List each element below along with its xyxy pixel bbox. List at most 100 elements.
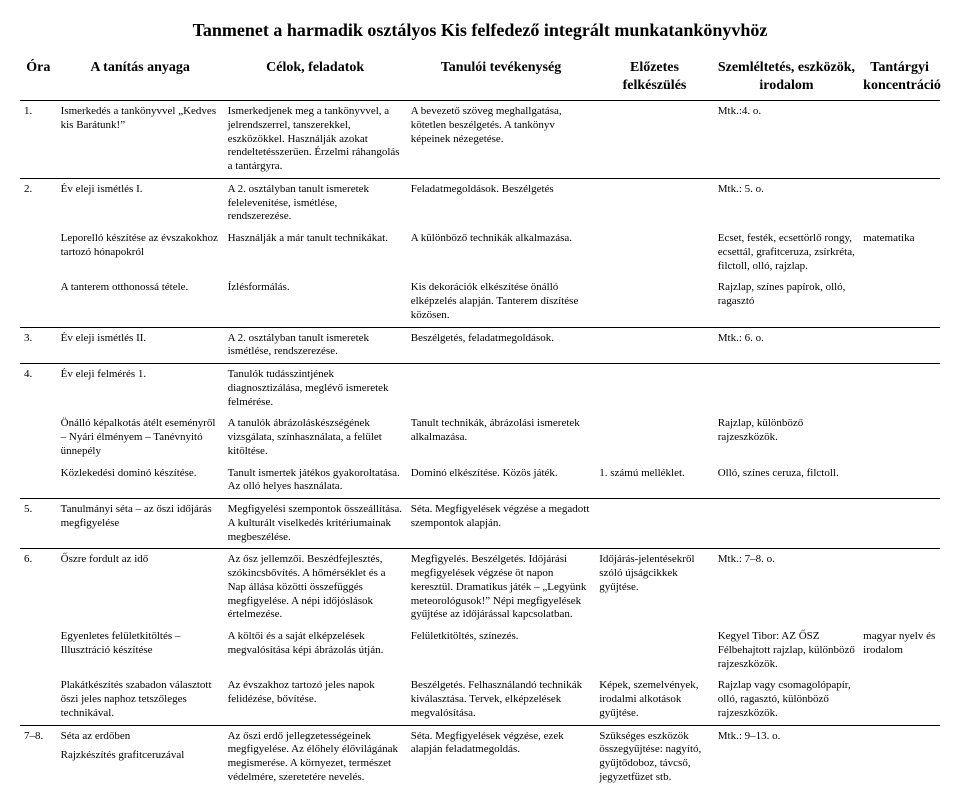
cell-ora xyxy=(20,413,57,462)
cell-cel: Használják a már tanult technikákat. xyxy=(224,228,407,277)
curriculum-table: Óra A tanítás anyaga Célok, feladatok Ta… xyxy=(20,57,940,789)
cell-konc xyxy=(859,364,940,414)
cell-szem: Rajzlap vagy csomagolópapír, olló, ragas… xyxy=(714,675,859,725)
cell-anyag-line2: Rajzkészítés grafitceruzával xyxy=(61,749,220,763)
cell-ora xyxy=(20,675,57,725)
cell-anyag-line1: Séta az erdőben xyxy=(61,730,220,744)
cell-konc xyxy=(859,463,940,499)
cell-konc xyxy=(859,499,940,549)
table-header-row: Óra A tanítás anyaga Célok, feladatok Ta… xyxy=(20,57,940,101)
cell-cel: Tanulók tudásszintjének diagnosztizálása… xyxy=(224,364,407,414)
cell-ora: 6. xyxy=(20,549,57,626)
cell-anyag: Önálló képalkotás átélt eseményről – Nyá… xyxy=(57,413,224,462)
cell-elo xyxy=(595,101,714,179)
cell-szem: Mtk.: 7–8. o. xyxy=(714,549,859,626)
cell-ora: 4. xyxy=(20,364,57,414)
cell-elo xyxy=(595,499,714,549)
table-row: 2. Év eleji ismétlés I. A 2. osztályban … xyxy=(20,178,940,228)
cell-anyag: Egyenletes felületkitöltés – Illusztráci… xyxy=(57,626,224,675)
cell-anyag: Leporelló készítése az évszakokhoz tarto… xyxy=(57,228,224,277)
cell-tev xyxy=(407,364,596,414)
cell-anyag: Közlekedési dominó készítése. xyxy=(57,463,224,499)
cell-szem xyxy=(714,364,859,414)
cell-konc xyxy=(859,101,940,179)
cell-cel: Ízlésformálás. xyxy=(224,277,407,327)
cell-tev: Beszélgetés, feladatmegoldások. xyxy=(407,327,596,364)
cell-anyag: Plakátkészítés szabadon választott őszi … xyxy=(57,675,224,725)
cell-cel: A 2. osztályban tanult ismeretek ismétlé… xyxy=(224,327,407,364)
cell-tev: Felületkitöltés, színezés. xyxy=(407,626,596,675)
cell-anyag: A tanterem otthonossá tétele. xyxy=(57,277,224,327)
cell-szem: Mtk.: 6. o. xyxy=(714,327,859,364)
cell-tev: Kis dekorációk elkészítése önálló elképz… xyxy=(407,277,596,327)
cell-elo: Képek, szemelvények, irodalmi alkotások … xyxy=(595,675,714,725)
table-row: Közlekedési dominó készítése. Tanult ism… xyxy=(20,463,940,499)
cell-elo xyxy=(595,178,714,228)
cell-ora xyxy=(20,626,57,675)
cell-szem: Mtk.:4. o. xyxy=(714,101,859,179)
cell-cel: A 2. osztályban tanult ismeretek felelev… xyxy=(224,178,407,228)
cell-elo: 1. számú melléklet. xyxy=(595,463,714,499)
cell-konc: magyar nyelv és irodalom xyxy=(859,626,940,675)
cell-konc xyxy=(859,413,940,462)
cell-cel: Megfigyelési szempontok összeállítása. A… xyxy=(224,499,407,549)
cell-szem: Olló, színes ceruza, filctoll. xyxy=(714,463,859,499)
table-row: 3. Év eleji ismétlés II. A 2. osztályban… xyxy=(20,327,940,364)
cell-cel: Az őszi erdő jellegzetességeinek megfigy… xyxy=(224,725,407,789)
cell-szem xyxy=(714,499,859,549)
cell-konc xyxy=(859,178,940,228)
cell-tev: Dominó elkészítése. Közös játék. xyxy=(407,463,596,499)
cell-konc xyxy=(859,725,940,789)
cell-konc xyxy=(859,327,940,364)
cell-ora xyxy=(20,277,57,327)
cell-tev: A bevezető szöveg meghallgatása, kötetle… xyxy=(407,101,596,179)
th-tev: Tanulói tevékenység xyxy=(407,57,596,101)
cell-konc xyxy=(859,277,940,327)
th-szem: Szemléltetés, eszközök, irodalom xyxy=(714,57,859,101)
cell-anyag: Séta az erdőben Rajzkészítés grafitceruz… xyxy=(57,725,224,789)
cell-anyag: Év eleji ismétlés II. xyxy=(57,327,224,364)
cell-ora xyxy=(20,463,57,499)
cell-elo: Szükséges eszközök összegyűjtése: nagyít… xyxy=(595,725,714,789)
table-row: Leporelló készítése az évszakokhoz tarto… xyxy=(20,228,940,277)
cell-anyag: Év eleji felmérés 1. xyxy=(57,364,224,414)
cell-cel: Tanult ismertek játékos gyakoroltatása. … xyxy=(224,463,407,499)
cell-szem: Kegyel Tibor: AZ ŐSZ Félbehajtott rajzla… xyxy=(714,626,859,675)
cell-tev: Tanult technikák, ábrázolási ismeretek a… xyxy=(407,413,596,462)
cell-elo xyxy=(595,626,714,675)
cell-konc xyxy=(859,675,940,725)
cell-tev: Feladatmegoldások. Beszélgetés xyxy=(407,178,596,228)
cell-szem: Ecset, festék, ecsettörlő rongy, ecsettá… xyxy=(714,228,859,277)
cell-cel: Az ősz jellemzői. Beszédfejlesztés, szók… xyxy=(224,549,407,626)
cell-ora: 7–8. xyxy=(20,725,57,789)
cell-anyag: Év eleji ismétlés I. xyxy=(57,178,224,228)
cell-cel: Az évszakhoz tartozó jeles napok felidéz… xyxy=(224,675,407,725)
cell-szem: Rajzlap, színes papírok, olló, ragasztó xyxy=(714,277,859,327)
cell-elo xyxy=(595,228,714,277)
cell-konc xyxy=(859,549,940,626)
cell-cel: A költői és a saját elképzelések megvaló… xyxy=(224,626,407,675)
cell-tev: Séta. Megfigyelések végzése, ezek alapjá… xyxy=(407,725,596,789)
cell-ora: 2. xyxy=(20,178,57,228)
cell-ora xyxy=(20,228,57,277)
th-elozetes: Előzetes felkészülés xyxy=(595,57,714,101)
cell-cel: Ismerkedjenek meg a tankönyvvel, a jelre… xyxy=(224,101,407,179)
table-row: 1. Ismerkedés a tankönyvvel „Kedves kis … xyxy=(20,101,940,179)
cell-tev: Séta. Megfigyelések végzése a megadott s… xyxy=(407,499,596,549)
cell-elo xyxy=(595,364,714,414)
table-row: 5. Tanulmányi séta – az őszi időjárás me… xyxy=(20,499,940,549)
cell-szem: Mtk.: 5. o. xyxy=(714,178,859,228)
cell-elo: Időjárás-jelentésekről szóló újságcikkek… xyxy=(595,549,714,626)
table-row: 7–8. Séta az erdőben Rajzkészítés grafit… xyxy=(20,725,940,789)
cell-tev: Megfigyelés. Beszélgetés. Időjárási megf… xyxy=(407,549,596,626)
cell-konc: matematika xyxy=(859,228,940,277)
cell-cel: A tanulók ábrázoláskészségének vizsgálat… xyxy=(224,413,407,462)
table-row: 4. Év eleji felmérés 1. Tanulók tudásszi… xyxy=(20,364,940,414)
cell-tev: A különböző technikák alkalmazása. xyxy=(407,228,596,277)
table-row: A tanterem otthonossá tétele. Ízlésformá… xyxy=(20,277,940,327)
cell-elo xyxy=(595,277,714,327)
th-konc: Tantárgyi koncentráció xyxy=(859,57,940,101)
cell-ora: 3. xyxy=(20,327,57,364)
table-row: Plakátkészítés szabadon választott őszi … xyxy=(20,675,940,725)
th-celok: Célok, feladatok xyxy=(224,57,407,101)
